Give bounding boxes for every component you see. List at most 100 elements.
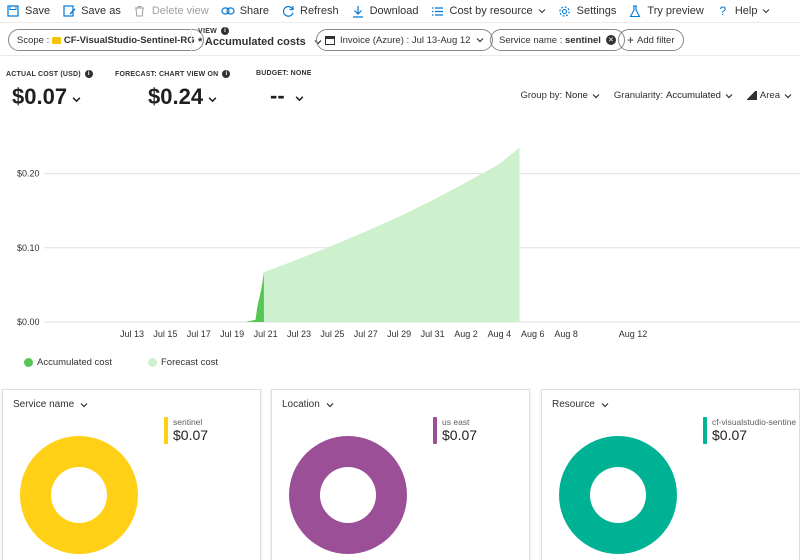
card-item-name: sentinel (173, 417, 203, 427)
help-dropdown[interactable]: ? Help (716, 4, 771, 18)
actual-cost-value: $0.07 (12, 84, 68, 109)
budget-value: -- (270, 83, 285, 108)
x-tick-label: Jul 13 (120, 329, 144, 339)
try-preview-label: Try preview (647, 5, 704, 17)
x-tick-label: Jul 15 (153, 329, 177, 339)
legend-swatch (703, 417, 707, 444)
card-title: Location (282, 399, 320, 410)
try-preview-button[interactable]: Try preview (628, 4, 704, 18)
scope-pill[interactable]: Scope : CF-VisualStudio-Sentinel-RG (8, 29, 204, 51)
delete-view-button[interactable]: Delete view (133, 4, 209, 18)
download-icon (351, 4, 365, 18)
save-icon (6, 4, 20, 18)
chevron-down-icon (763, 9, 770, 14)
card-legend-text: sentinel $0.07 (173, 417, 208, 444)
view-selector[interactable]: VIEW i * Accumulated costs (198, 27, 322, 48)
invoice-label: Invoice (Azure) : (340, 34, 410, 46)
settings-button[interactable]: Settings (558, 4, 616, 18)
budget-label: BUDGET: NONE (256, 70, 312, 77)
list-icon (431, 4, 445, 18)
group-by-label: Group by: (520, 90, 563, 101)
card-groupby-dropdown[interactable]: Resource (552, 399, 609, 410)
card-item-name: cf-visualstudio-sentinel (712, 417, 796, 427)
granularity-dropdown[interactable]: Granularity: Accumulated (614, 90, 733, 101)
add-filter-button[interactable]: + Add filter (618, 29, 684, 51)
chart-type-value: Area (759, 90, 780, 101)
close-icon[interactable]: ✕ (605, 35, 616, 45)
budget-kpi[interactable]: BUDGET: NONE -- (256, 70, 312, 109)
command-bar: Save Save as Delete view Share Refresh D… (0, 0, 800, 22)
legend-swatch (164, 417, 168, 444)
legend-accumulated[interactable]: Accumulated cost (24, 357, 112, 368)
flask-icon (628, 4, 642, 18)
card-groupby-dropdown[interactable]: Service name (13, 399, 88, 410)
info-icon: i (84, 70, 93, 78)
legend-swatch (433, 417, 437, 444)
kpi-value-row: $0.07 (12, 84, 93, 110)
legend-swatch (147, 358, 157, 367)
card-legend-text: cf-visualstudio-sentinel $0.07 (712, 417, 796, 444)
view-label: VIEW (198, 27, 218, 35)
service-name-filter-pill[interactable]: Service name : sentinel ✕ (490, 29, 625, 51)
refresh-button[interactable]: Refresh (281, 4, 339, 18)
share-button[interactable]: Share (221, 4, 269, 18)
card-item-value: $0.07 (442, 427, 478, 443)
legend-forecast[interactable]: Forecast cost (147, 357, 218, 368)
add-filter-label: Add filter (637, 34, 675, 46)
trash-icon (133, 4, 147, 18)
donut-chart[interactable] (289, 436, 407, 554)
forecast-value: $0.24 (148, 84, 204, 109)
download-label: Download (369, 5, 419, 17)
donut-chart[interactable] (20, 436, 138, 554)
service-name-card: Service name sentinel $0.07 (2, 389, 261, 560)
group-by-value: None (565, 90, 588, 101)
cost-by-resource-dropdown[interactable]: Cost by resource (431, 4, 546, 18)
chevron-down-icon (725, 93, 733, 98)
card-legend-text: us east $0.07 (442, 417, 477, 444)
card-item-value: $0.07 (173, 427, 209, 443)
card-title: Resource (552, 399, 595, 410)
save-as-icon (62, 4, 76, 18)
card-item-name: us east (442, 417, 470, 427)
donut-chart[interactable] (559, 436, 677, 554)
card-legend-item[interactable]: us east $0.07 (433, 417, 477, 444)
gear-icon (558, 4, 572, 18)
forecast-kpi[interactable]: FORECAST: CHART VIEW ON i $0.24 (115, 70, 231, 110)
x-tick-label: Jul 21 (254, 329, 278, 339)
view-value-row: * Accumulated costs (198, 36, 322, 48)
location-card: Location us east $0.07 (271, 389, 530, 560)
info-icon: i (222, 70, 231, 78)
chevron-down-icon (477, 38, 484, 43)
invoice-period-pill[interactable]: Invoice (Azure) : Jul 13-Aug 12 (316, 29, 494, 51)
view-value: * Accumulated costs (198, 36, 306, 48)
add-filter-icon: + (627, 33, 635, 47)
chevron-down-icon (538, 9, 546, 14)
card-title: Service name (13, 399, 75, 410)
kpi-value-row: $0.24 (148, 84, 230, 110)
filter-bar: Scope : CF-VisualStudio-Sentinel-RG VIEW… (0, 22, 800, 56)
x-tick-label: Jul 19 (220, 329, 244, 339)
card-groupby-dropdown[interactable]: Location (282, 399, 334, 410)
kpi-value-row: -- (270, 83, 312, 109)
scope-label: Scope : (17, 34, 50, 46)
card-legend-item[interactable]: cf-visualstudio-sentinel $0.07 (703, 417, 796, 444)
chart-type-dropdown[interactable]: Area (746, 90, 792, 101)
kpi-label-row: BUDGET: NONE (256, 70, 312, 77)
save-button[interactable]: Save (6, 4, 50, 18)
x-tick-label: Jul 23 (287, 329, 311, 339)
save-as-label: Save as (81, 5, 121, 17)
x-tick-label: Jul 25 (320, 329, 344, 339)
x-tick-label: Jul 31 (421, 329, 445, 339)
service-filter-label: Service name : (499, 34, 563, 46)
actual-cost-kpi[interactable]: ACTUAL COST (USD) i $0.07 (6, 70, 93, 110)
group-by-dropdown[interactable]: Group by: None (520, 90, 600, 101)
chart-legend: Accumulated cost Forecast cost (24, 357, 254, 368)
save-as-button[interactable]: Save as (62, 4, 121, 18)
divider (191, 28, 192, 52)
x-tick-label: Aug 12 (619, 329, 648, 339)
legend-accumulated-label: Accumulated cost (37, 357, 112, 368)
card-legend-item[interactable]: sentinel $0.07 (164, 417, 208, 444)
scope-value: CF-VisualStudio-Sentinel-RG (63, 34, 195, 46)
download-button[interactable]: Download (351, 4, 419, 18)
card-item-value: $0.07 (712, 427, 748, 443)
